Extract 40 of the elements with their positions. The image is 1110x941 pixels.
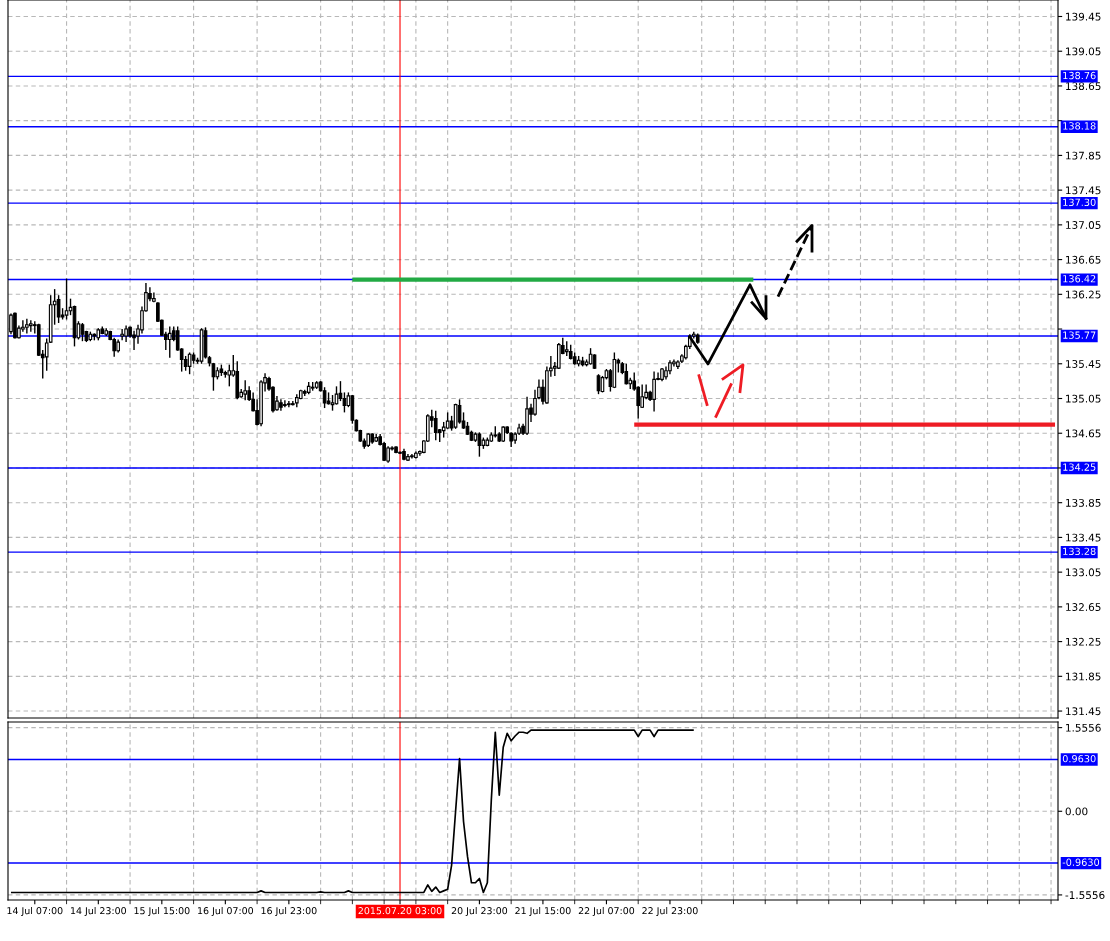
x-tick-label: 14 Jul 23:00 [71,906,126,917]
y-tick-label: 135.05 [1066,394,1101,403]
ref-line-label: 133.28 [1063,547,1096,555]
y-tick-label: 136.65 [1066,255,1101,264]
x-tick-label: 20 Jul 23:00 [451,906,508,917]
x-tick-label: 22 Jul 07:00 [578,906,635,917]
y-tick-label: 136.25 [1066,290,1101,299]
y-tick-label: 138.65 [1066,82,1101,91]
ref-line-label: 134.25 [1063,463,1096,471]
ref-line-label: 138.18 [1063,122,1096,130]
y-tick-label: 1.5556 [1066,723,1101,732]
y-tick-label: 132.25 [1066,637,1101,646]
x-tick-label: 16 Jul 07:00 [198,906,254,917]
y-tick-label: 139.05 [1066,47,1101,56]
y-tick-label: 0.00 [1065,807,1088,816]
x-tick-label: 15 Jul 15:00 [134,906,190,917]
ref-line-label: -0.9630 [1062,858,1100,866]
ref-line-label: 136.42 [1063,275,1096,283]
x-tick-label: 14 Jul 07:00 [7,906,63,917]
y-tick-label: 137.05 [1066,221,1101,229]
y-tick-label: 133.85 [1066,498,1101,507]
x-tick-label: 21 Jul 15:00 [515,906,571,917]
x-tick-label: 2015.07.20 03:00 [358,907,442,915]
y-tick-label: 133.05 [1066,568,1101,577]
y-tick-label: 134.65 [1066,429,1101,438]
x-tick-label: 16 Jul 23:00 [261,906,317,917]
y-tick-label: 133.45 [1066,533,1101,542]
y-tick-label: -1.5556 [1065,891,1105,900]
x-tick-label: 22 Jul 23:00 [642,906,698,917]
y-tick-label: 139.45 [1066,12,1101,21]
ref-line-label: 138.76 [1063,71,1096,80]
y-tick-label: 131.45 [1066,707,1101,716]
ref-line-label: 137.30 [1063,198,1096,206]
y-tick-label: 137.85 [1066,151,1101,160]
y-tick-label: 131.85 [1066,672,1101,681]
y-tick-label: 137.45 [1066,186,1101,195]
ref-line-label: 0.9630 [1062,754,1096,763]
ref-line-label: 135.77 [1063,331,1096,339]
y-tick-label: 132.65 [1066,603,1101,611]
y-tick-label: 135.45 [1066,360,1101,368]
